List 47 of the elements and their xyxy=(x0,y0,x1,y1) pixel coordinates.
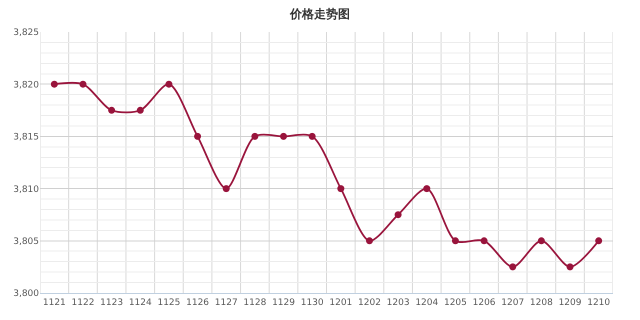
point xyxy=(194,132,202,140)
x-tick-label: 1126 xyxy=(186,298,210,308)
y-tick-label: 3,820 xyxy=(13,80,40,90)
point xyxy=(566,263,574,270)
x-tick-label: 1202 xyxy=(358,298,381,308)
point xyxy=(222,185,230,192)
point xyxy=(394,211,402,218)
point xyxy=(79,80,86,88)
x-tick-label: 1210 xyxy=(587,298,610,308)
point xyxy=(251,132,258,140)
point xyxy=(280,132,288,140)
x-tick-label: 1207 xyxy=(501,298,524,308)
point xyxy=(452,237,459,244)
y-tick-label: 3,810 xyxy=(13,184,40,195)
point xyxy=(538,237,545,244)
y-tick-label: 3,800 xyxy=(13,289,40,300)
point xyxy=(308,132,316,140)
point xyxy=(165,80,172,88)
point xyxy=(480,237,488,244)
x-tick-label: 1125 xyxy=(157,298,180,308)
point xyxy=(423,185,430,192)
x-tick-label: 1204 xyxy=(415,298,439,308)
x-tick-label: 1208 xyxy=(530,298,554,308)
x-tick-label: 1130 xyxy=(300,298,324,308)
point xyxy=(337,185,344,192)
x-tick-label: 1203 xyxy=(386,298,410,308)
x-tick-label: 1128 xyxy=(243,298,267,308)
x-tick-label: 1209 xyxy=(558,298,582,308)
y-tick-label: 3,805 xyxy=(13,236,39,247)
point xyxy=(108,106,116,114)
point xyxy=(136,106,144,114)
x-tick-label: 1122 xyxy=(72,298,94,308)
point xyxy=(366,237,373,244)
point xyxy=(595,237,602,244)
x-tick-label: 1123 xyxy=(100,298,124,308)
x-tick-label: 1205 xyxy=(444,298,467,308)
x-tick-label: 1127 xyxy=(214,298,238,308)
x-tick-label: 1124 xyxy=(128,298,152,308)
x-tick-label: 1121 xyxy=(42,298,66,308)
chart-title: 价格走势图 xyxy=(289,7,350,21)
point xyxy=(50,80,58,88)
x-tick-label: 1129 xyxy=(272,298,296,308)
y-tick-label: 3,825 xyxy=(13,28,39,38)
x-tick-label: 1201 xyxy=(329,298,352,308)
point xyxy=(509,263,516,270)
y-tick-label: 3,815 xyxy=(13,132,39,143)
x-tick-label: 1206 xyxy=(472,298,496,308)
